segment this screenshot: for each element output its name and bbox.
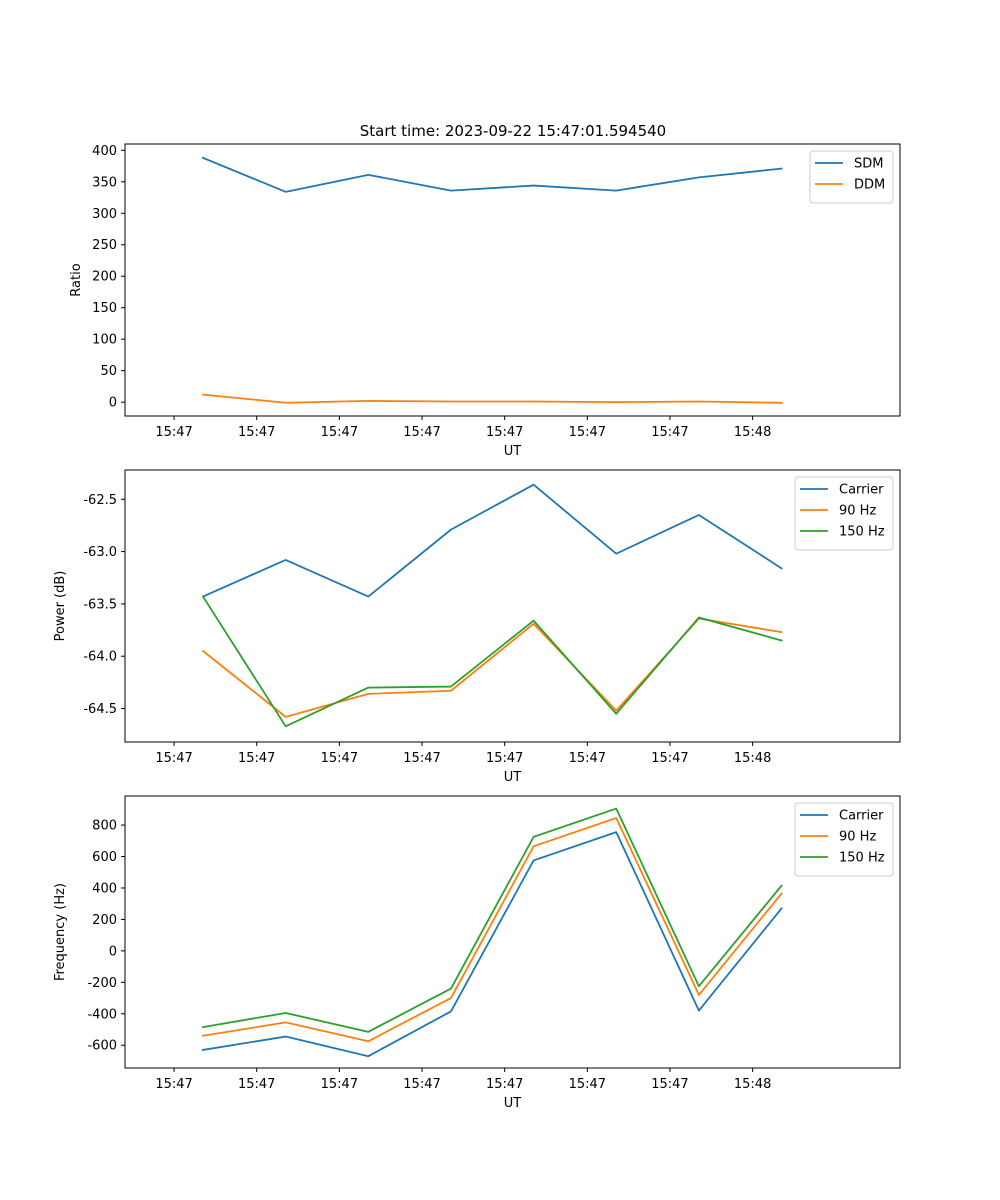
y-tick-label: 200 bbox=[92, 270, 117, 285]
x-tick-label: 15:47 bbox=[651, 1077, 688, 1092]
x-tick-label: 15:47 bbox=[486, 425, 523, 440]
x-axis-label: UT bbox=[504, 444, 522, 459]
y-tick-label: 0 bbox=[109, 944, 117, 959]
legend-frame bbox=[809, 150, 894, 204]
y-tick-label: 200 bbox=[92, 913, 117, 928]
legend-label: Carrier bbox=[839, 809, 884, 824]
chart-panels: 0 50 100 150 200 250 300 350 400 15:47 15:47 15:47 1… bbox=[53, 143, 901, 1111]
x-tick-label: 15:47 bbox=[321, 1077, 358, 1092]
x-tick-label: 15:47 bbox=[486, 1077, 523, 1092]
legend: Carrier 90 Hz 150 Hz bbox=[794, 476, 894, 551]
chart-panel-3: -600 -400 -200 0 200 400 600 800 15:47 15:47 15:47… bbox=[53, 795, 901, 1111]
x-tick-label: 15:47 bbox=[569, 1077, 606, 1092]
x-axis-label: UT bbox=[504, 1096, 522, 1111]
series-line-150-hz bbox=[201, 807, 783, 1033]
y-tick-label: -63.0 bbox=[83, 545, 117, 560]
y-tick-label: 350 bbox=[92, 175, 117, 190]
plot-frame bbox=[124, 795, 901, 1069]
series-line-carrier bbox=[201, 483, 783, 598]
legend-label: 90 Hz bbox=[839, 504, 876, 519]
legend: SDM DDM bbox=[809, 150, 894, 204]
x-tick-label: 15:47 bbox=[155, 1077, 192, 1092]
chart-panel-1: 0 50 100 150 200 250 300 350 400 15:47 15:47 15:47 1… bbox=[69, 143, 901, 459]
y-tick-label: 250 bbox=[92, 238, 117, 253]
y-tick-label: -62.5 bbox=[83, 493, 117, 508]
legend-label: 150 Hz bbox=[839, 525, 885, 540]
legend: Carrier 90 Hz 150 Hz bbox=[794, 802, 894, 877]
y-tick-label: 50 bbox=[100, 364, 117, 379]
y-axis-label: Frequency (Hz) bbox=[53, 883, 68, 981]
legend-label: 150 Hz bbox=[839, 851, 885, 866]
plot-frame bbox=[124, 143, 901, 417]
y-tick-label: -64.0 bbox=[83, 650, 117, 665]
x-tick-label: 15:47 bbox=[238, 1077, 275, 1092]
legend-label: SDM bbox=[854, 157, 883, 172]
x-tick-label: 15:47 bbox=[486, 751, 523, 766]
x-tick-label: 15:47 bbox=[238, 751, 275, 766]
x-tick-label: 15:48 bbox=[734, 1077, 771, 1092]
series-line-90-hz bbox=[201, 817, 783, 1043]
legend-label: Carrier bbox=[839, 483, 884, 498]
x-tick-label: 15:47 bbox=[403, 751, 440, 766]
x-tick-label: 15:47 bbox=[155, 425, 192, 440]
y-axis-label: Power (dB) bbox=[53, 571, 68, 642]
legend-label: 90 Hz bbox=[839, 830, 876, 845]
x-tick-label: 15:47 bbox=[321, 425, 358, 440]
x-tick-label: 15:47 bbox=[651, 425, 688, 440]
legend-label: DDM bbox=[854, 178, 885, 193]
x-tick-label: 15:48 bbox=[734, 751, 771, 766]
y-tick-label: -64.5 bbox=[83, 702, 117, 717]
x-tick-label: 15:48 bbox=[734, 425, 771, 440]
y-tick-label: 800 bbox=[92, 819, 117, 834]
y-tick-label: 100 bbox=[92, 333, 117, 348]
y-axis-label: Ratio bbox=[69, 263, 84, 296]
series-line-carrier bbox=[201, 831, 783, 1058]
y-tick-label: 400 bbox=[92, 881, 117, 896]
x-tick-label: 15:47 bbox=[321, 751, 358, 766]
series-line-150-hz bbox=[201, 595, 783, 728]
y-tick-label: -400 bbox=[87, 1007, 117, 1022]
chart-panel-2: -64.5 -64.0 -63.5 -63.0 -62.5 15:47 15:47 15:47… bbox=[53, 469, 901, 785]
y-tick-label: -200 bbox=[87, 976, 117, 991]
figure-title: Start time: 2023-09-22 15:47:01.594540 bbox=[360, 122, 666, 140]
x-tick-label: 15:47 bbox=[403, 1077, 440, 1092]
x-tick-label: 15:47 bbox=[238, 425, 275, 440]
x-tick-label: 15:47 bbox=[569, 751, 606, 766]
x-axis-label: UT bbox=[504, 770, 522, 785]
series-line-ddm bbox=[202, 393, 783, 404]
y-tick-label: -600 bbox=[87, 1039, 117, 1054]
x-tick-label: 15:47 bbox=[155, 751, 192, 766]
x-tick-label: 15:47 bbox=[569, 425, 606, 440]
plot-frame bbox=[124, 469, 901, 743]
y-tick-label: 0 bbox=[109, 396, 117, 411]
series-line-sdm bbox=[201, 156, 783, 193]
y-tick-label: 600 bbox=[92, 850, 117, 865]
x-tick-label: 15:47 bbox=[651, 751, 688, 766]
y-tick-label: 300 bbox=[92, 207, 117, 222]
y-tick-label: 400 bbox=[92, 144, 117, 159]
y-tick-label: 150 bbox=[92, 301, 117, 316]
y-tick-label: -63.5 bbox=[83, 597, 117, 612]
x-tick-label: 15:47 bbox=[403, 425, 440, 440]
